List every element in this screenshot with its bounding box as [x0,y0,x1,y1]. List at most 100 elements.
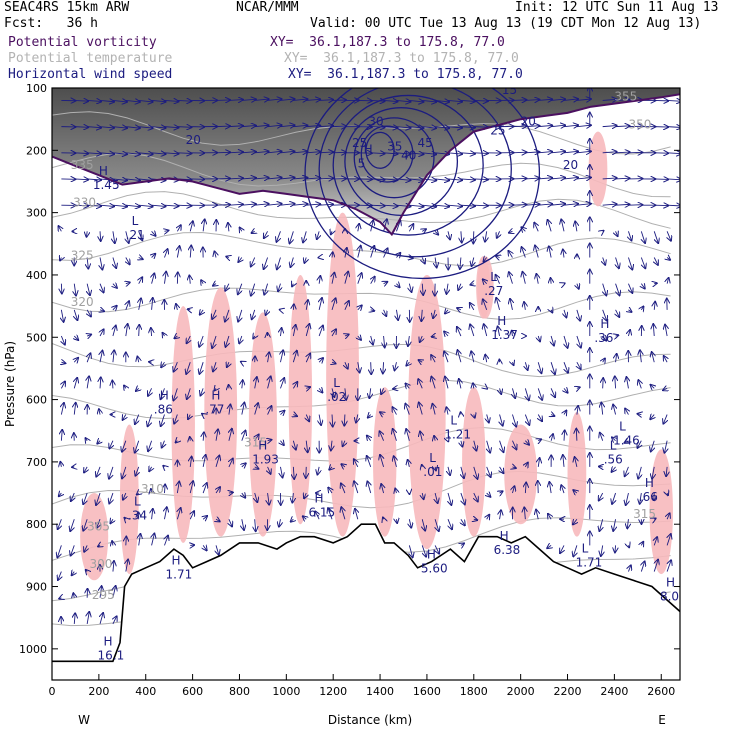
wind-vector [345,248,347,258]
wind-vector [367,481,370,494]
wind-vector [280,125,294,126]
wind-vector [512,126,526,127]
wind-vector [241,362,242,363]
wind-vector [241,99,256,100]
wind-vector [267,177,282,178]
wind-vector [615,376,616,389]
wind-vector [485,355,486,363]
wind-vector [512,152,526,153]
wind-vector [641,257,645,268]
pv-extremum-marker: H [258,438,267,452]
wind-vector [74,283,76,296]
wind-vector [512,388,515,398]
pv-extremum-value: .36 [594,331,613,345]
wind-vector [434,436,435,441]
wind-vector [216,100,230,101]
wind-vector [317,466,319,475]
wind-vector [461,492,465,504]
wind-vector [74,403,75,415]
wind-vector [460,153,475,154]
wind-vector [200,310,203,315]
wind-vector [473,383,474,388]
wind-vector [534,223,538,232]
wind-vector [654,257,658,264]
pv-extremum-marker: H [160,389,169,403]
wind-vector [319,126,333,127]
wind-vector [536,274,538,284]
wind-contour-label: 25 [352,136,367,150]
wind-vector [432,336,435,337]
wind-vector [409,257,412,258]
wind-vector [549,246,551,258]
wind-vector [521,227,525,231]
wind-vector [319,358,323,362]
wind-vector [358,224,359,232]
wind-vector [473,205,488,206]
wind-vector [653,324,654,337]
isentrope-label: 350 [628,118,651,132]
wind-vector [358,246,361,258]
wind-vector [406,362,409,365]
wind-vector [112,381,113,389]
wind-contour-label: 15 [502,83,517,97]
wind-vector [126,324,128,337]
wind-vector [435,519,439,531]
wind-vector [358,336,361,340]
wind-vector [87,283,90,295]
wind-vector [152,298,153,310]
wind-vector [164,153,178,154]
wind-vector [332,362,336,363]
wind-vector [61,309,63,322]
wind-vector [525,152,539,153]
wind-vector [162,440,165,448]
wind-vector [601,545,603,556]
wind-vector [354,481,358,494]
isentrope-label: 315 [244,435,267,449]
wind-contour-label: 25 [490,124,505,138]
wind-vector [383,205,398,206]
wind-vector [641,231,645,243]
pv-extremum-value: .77 [205,403,224,417]
wind-vector [228,152,243,153]
wind-vector [319,388,322,392]
terrain-fill [52,524,680,680]
wind-vector [229,492,233,493]
wind-vector [654,519,655,520]
wind-vector [100,329,104,337]
wind-vector [253,336,254,338]
pv-extremum-marker: H [211,389,220,403]
wind-vector [547,545,551,548]
terrain-line [52,523,680,663]
wind-vector [616,354,617,363]
wind-vector [551,388,555,397]
wind-vector [616,231,618,236]
wind-vector [254,99,269,100]
wind-vector [551,151,565,152]
wind-vector [135,466,138,476]
wind-vector [241,178,256,179]
wind-vector [371,335,373,344]
wind-vector [203,455,205,467]
wind-vector [548,514,551,519]
wind-contour-label: 40 [401,149,416,163]
wind-vector [667,493,668,495]
wind-vector [319,100,333,101]
wind-vector [665,325,667,337]
pv-extremum-value: 1.45 [93,178,120,192]
wind-vector [123,492,126,500]
wind-vector [241,125,256,126]
wind-vector [432,404,435,415]
wind-vector [512,331,513,336]
wind-vector [460,257,461,268]
wind-vector [473,153,488,154]
isentrope-label: 330 [73,195,96,209]
wind-vector [525,178,539,179]
wind-vector [409,205,423,206]
wind-vector [603,336,606,341]
wind-vector [395,489,396,493]
wind-vector [422,257,425,263]
wind-vector [280,151,294,152]
pv-anomaly-fill [288,274,313,525]
wind-vector [525,483,526,494]
wind-vector [458,283,461,290]
